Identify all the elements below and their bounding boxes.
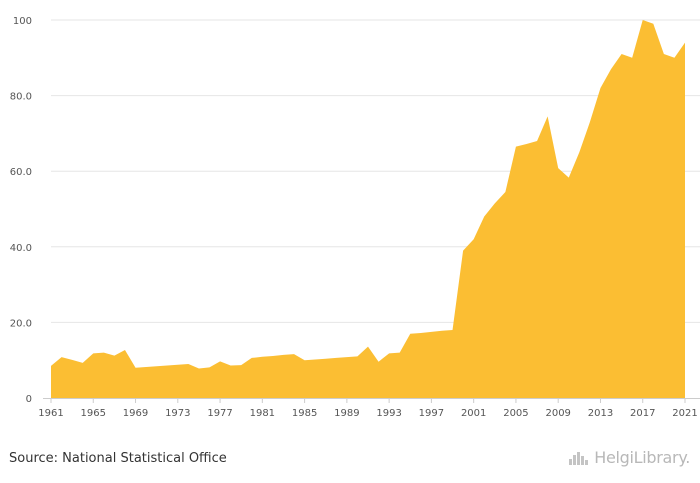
x-tick-label: 1973 [165,408,190,419]
x-tick-label: 1989 [334,408,359,419]
x-tick-label: 1993 [376,408,401,419]
y-tick-label: 40.0 [10,243,32,254]
x-tick-label: 1981 [250,408,275,419]
x-tick-label: 2021 [672,408,697,419]
logo-text: HelgiLibrary. [594,448,690,467]
x-tick-label: 2005 [503,408,528,419]
helgi-library-logo: HelgiLibrary. [568,448,690,467]
x-tick-label: 2017 [630,408,655,419]
x-tick-label: 2001 [461,408,486,419]
y-tick-label: 60.0 [10,167,32,178]
area-series [51,20,685,398]
x-tick-label: 1965 [81,408,106,419]
x-tick-label: 1985 [292,408,317,419]
source-note: Source: National Statistical Office [9,451,227,466]
y-tick-label: 0 [26,394,32,405]
y-tick-label: 20.0 [10,318,32,329]
y-tick-label: 100 [13,16,32,27]
y-tick-label: 80.0 [10,92,32,103]
axes: 0 20.0 40.0 60.0 80.0 100 1961 1965 1969 1973 1977… [10,16,700,419]
x-tick-label: 2009 [545,408,570,419]
x-tick-label: 1977 [207,408,232,419]
x-tick-label: 1997 [419,408,444,419]
series-area [51,20,685,398]
area-chart: 0 20.0 40.0 60.0 80.0 100 1961 1965 1969 1973 1977… [10,16,700,419]
x-tick-label: 2013 [588,408,613,419]
library-icon [569,451,589,465]
x-tick-label: 1961 [38,408,63,419]
x-tick-label: 1969 [123,408,148,419]
